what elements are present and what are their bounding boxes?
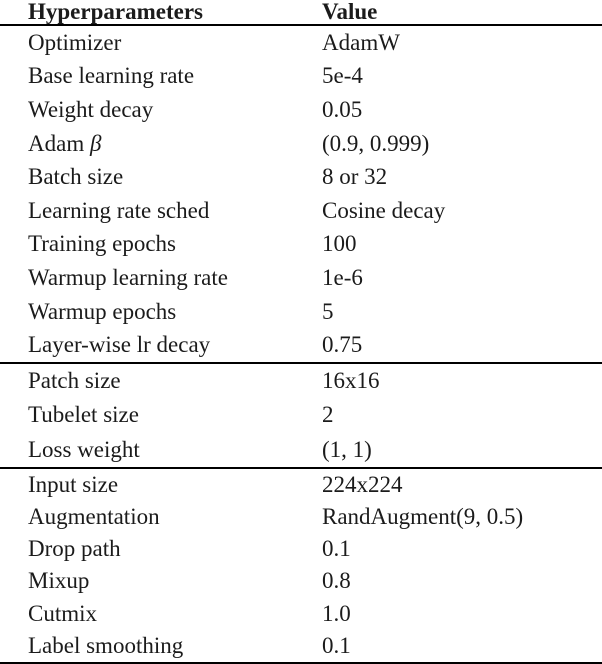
param-cell: Cutmix <box>28 601 322 627</box>
table-row: Warmup epochs 5 <box>0 295 602 329</box>
value-cell: 0.1 <box>322 536 351 562</box>
param-text: Drop path <box>28 536 121 562</box>
param-text: Cutmix <box>28 600 98 626</box>
value-cell: 16x16 <box>322 368 380 394</box>
value-cell: 5 <box>322 298 334 324</box>
table-row: Layer-wise lr decay 0.75 <box>0 328 602 362</box>
value-cell: AdamW <box>322 29 400 55</box>
param-math-symbol: β <box>89 130 102 156</box>
table-section-architecture: Patch size 16x16 Tubelet size 2 Loss wei… <box>0 364 602 467</box>
param-cell: Augmentation <box>28 504 322 530</box>
header-hyperparameters: Hyperparameters <box>28 0 203 24</box>
param-cell: Optimizer <box>28 30 322 56</box>
param-text: Training epochs <box>28 231 177 257</box>
value-cell: 8 or 32 <box>322 164 388 190</box>
param-text: Input size <box>28 472 119 497</box>
param-cell: Training epochs <box>28 231 322 257</box>
param-text: Batch size <box>28 164 124 190</box>
param-text: Optimizer <box>28 29 122 55</box>
value-cell: (1, 1) <box>322 436 372 462</box>
param-cell: Layer-wise lr decay <box>28 332 322 358</box>
table-row: Adam β (0.9, 0.999) <box>0 127 602 161</box>
value-cell: 0.05 <box>322 96 363 122</box>
table-row: Label smoothing 0.1 <box>0 630 602 662</box>
param-text: Tubelet size <box>28 402 139 428</box>
param-text: Learning rate sched <box>28 197 210 223</box>
param-text: Mixup <box>28 568 90 594</box>
table-row: Optimizer AdamW <box>0 26 602 60</box>
param-text: Loss weight <box>28 436 140 462</box>
param-text: Weight decay <box>28 96 154 122</box>
table-row: Tubelet size 2 <box>0 398 602 432</box>
table-section-optimization: Optimizer AdamW Base learning rate 5e-4 … <box>0 26 602 362</box>
table-rule-mid-1 <box>0 361 602 364</box>
param-cell: Input size <box>28 472 322 498</box>
table-row: Training epochs 100 <box>0 228 602 262</box>
table-row: Mixup 0.8 <box>0 565 602 597</box>
param-text: Warmup epochs <box>28 298 177 324</box>
param-cell: Warmup learning rate <box>28 265 322 291</box>
table-row: Augmentation RandAugment(9, 0.5) <box>0 501 602 533</box>
param-cell: Mixup <box>28 568 322 594</box>
value-cell: 5e-4 <box>322 63 363 89</box>
value-cell: 0.1 <box>322 632 351 658</box>
value-cell: 224x224 <box>322 472 403 497</box>
table-section-augmentation: Input size 224x224 Augmentation RandAugm… <box>0 469 602 662</box>
value-cell: 1.0 <box>322 600 351 626</box>
value-cell: 2 <box>322 402 334 428</box>
value-cell: 1e-6 <box>322 264 363 290</box>
value-cell: 0.75 <box>322 332 363 358</box>
table-row: Learning rate sched Cosine decay <box>0 194 602 228</box>
table-row: Drop path 0.1 <box>0 533 602 565</box>
table-row: Input size 224x224 <box>0 469 602 501</box>
param-text: Layer-wise lr decay <box>28 332 211 358</box>
table-rule-mid-2 <box>0 466 602 469</box>
table-rule-bottom <box>0 661 602 664</box>
table-row: Loss weight (1, 1) <box>0 433 602 467</box>
param-cell: Loss weight <box>28 437 322 463</box>
param-cell: Adam β <box>28 131 322 157</box>
value-cell: RandAugment(9, 0.5) <box>322 504 524 530</box>
param-text: Adam <box>28 130 90 156</box>
param-cell: Base learning rate <box>28 63 322 89</box>
value-cell: Cosine decay <box>322 197 446 223</box>
value-cell: (0.9, 0.999) <box>322 130 430 156</box>
param-cell: Learning rate sched <box>28 198 322 224</box>
param-text: Augmentation <box>28 504 160 530</box>
value-cell: 0.8 <box>322 568 351 594</box>
param-cell: Drop path <box>28 536 322 562</box>
table-header-row: Hyperparameters Value <box>0 0 602 24</box>
table-row: Batch size 8 or 32 <box>0 160 602 194</box>
table-row: Cutmix 1.0 <box>0 598 602 630</box>
param-cell: Weight decay <box>28 97 322 123</box>
header-value: Value <box>322 0 378 24</box>
table-row: Weight decay 0.05 <box>0 93 602 127</box>
value-cell: 100 <box>322 231 357 257</box>
param-cell: Warmup epochs <box>28 299 322 325</box>
param-cell: Batch size <box>28 164 322 190</box>
param-text: Patch size <box>28 368 121 394</box>
param-cell: Patch size <box>28 368 322 394</box>
table-row: Base learning rate 5e-4 <box>0 60 602 94</box>
param-cell: Tubelet size <box>28 402 322 428</box>
table-rule-header <box>0 24 602 26</box>
param-cell: Label smoothing <box>28 633 322 659</box>
param-text: Base learning rate <box>28 63 195 89</box>
param-text: Label smoothing <box>28 632 184 658</box>
param-text: Warmup learning rate <box>28 264 228 290</box>
table-row: Patch size 16x16 <box>0 364 602 398</box>
table-row: Warmup learning rate 1e-6 <box>0 261 602 295</box>
